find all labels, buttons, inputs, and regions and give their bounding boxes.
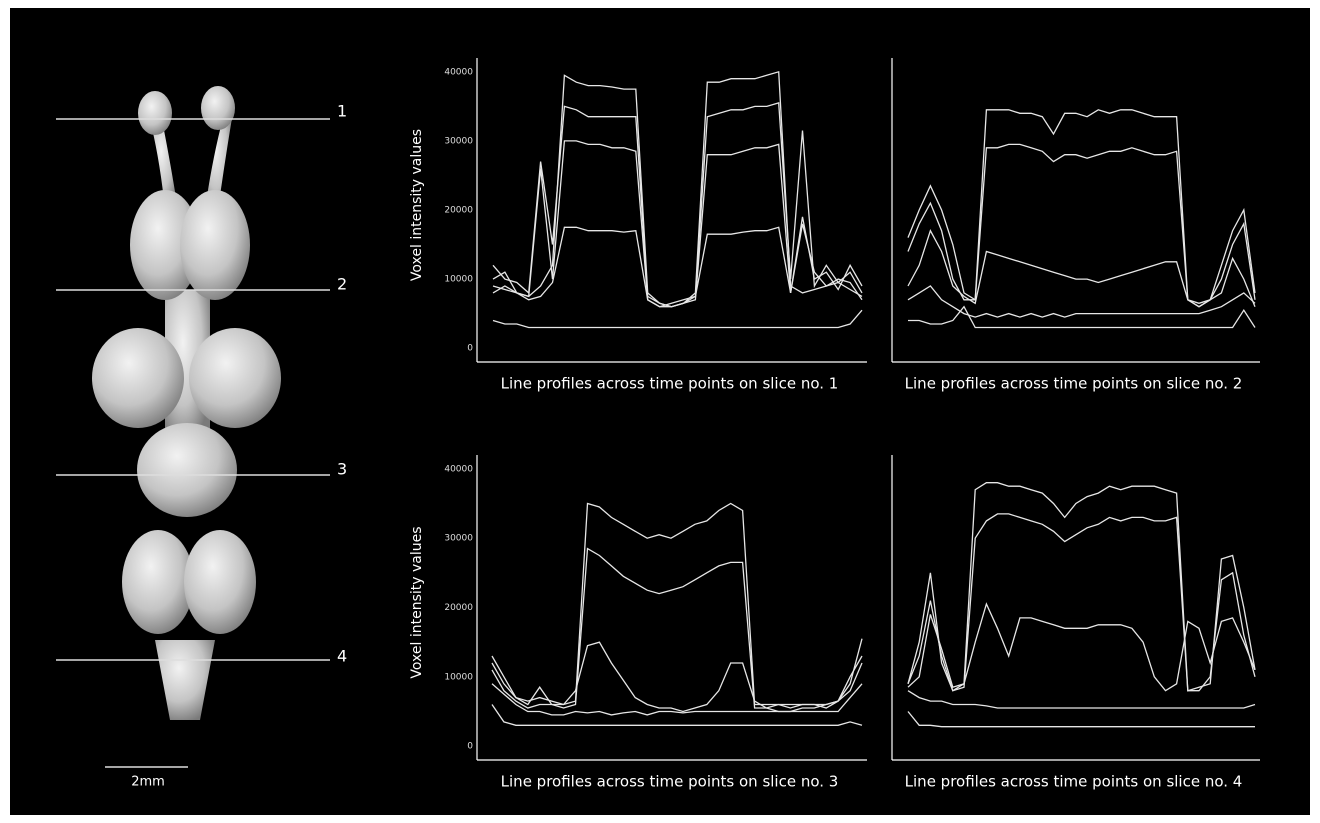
slice-label: 3 [337, 460, 347, 479]
y-tick-label: 10000 [444, 275, 473, 285]
scale-bar-label: 2mm [131, 775, 165, 790]
slice-label: 1 [337, 102, 347, 121]
forebrain [180, 190, 250, 300]
page: 1 2 3 4 2mm 0 10000 20000 30000 40000 Voxel i… [0, 0, 1320, 823]
cerebellum [137, 423, 237, 517]
olfactory-bulb [138, 91, 172, 135]
y-axis-label: Voxel intensity values [409, 526, 425, 678]
slice-label: 2 [337, 275, 347, 294]
x-axis-label: Line profiles across time points on slic… [501, 773, 839, 791]
optic-tectum [92, 328, 184, 428]
figure: 1 2 3 4 2mm 0 10000 20000 30000 40000 Voxel i… [0, 0, 1320, 823]
x-axis-label: Line profiles across time points on slic… [501, 375, 839, 393]
slice-label: 4 [337, 647, 347, 666]
x-axis-label: Line profiles across time points on slic… [905, 773, 1243, 791]
y-tick-label: 0 [467, 344, 473, 354]
hindbrain-lobe [122, 530, 194, 634]
y-tick-label: 40000 [444, 464, 473, 474]
optic-tectum [189, 328, 281, 428]
y-axis-label: Voxel intensity values [409, 129, 425, 281]
y-tick-label: 30000 [444, 136, 473, 146]
y-tick-label: 20000 [444, 603, 473, 613]
y-tick-label: 10000 [444, 672, 473, 682]
hindbrain-lobe [184, 530, 256, 634]
y-tick-label: 0 [467, 742, 473, 752]
olfactory-bulb [201, 86, 235, 130]
y-tick-label: 20000 [444, 206, 473, 216]
y-tick-label: 40000 [444, 67, 473, 77]
y-tick-label: 30000 [444, 534, 473, 544]
x-axis-label: Line profiles across time points on slic… [905, 375, 1243, 393]
